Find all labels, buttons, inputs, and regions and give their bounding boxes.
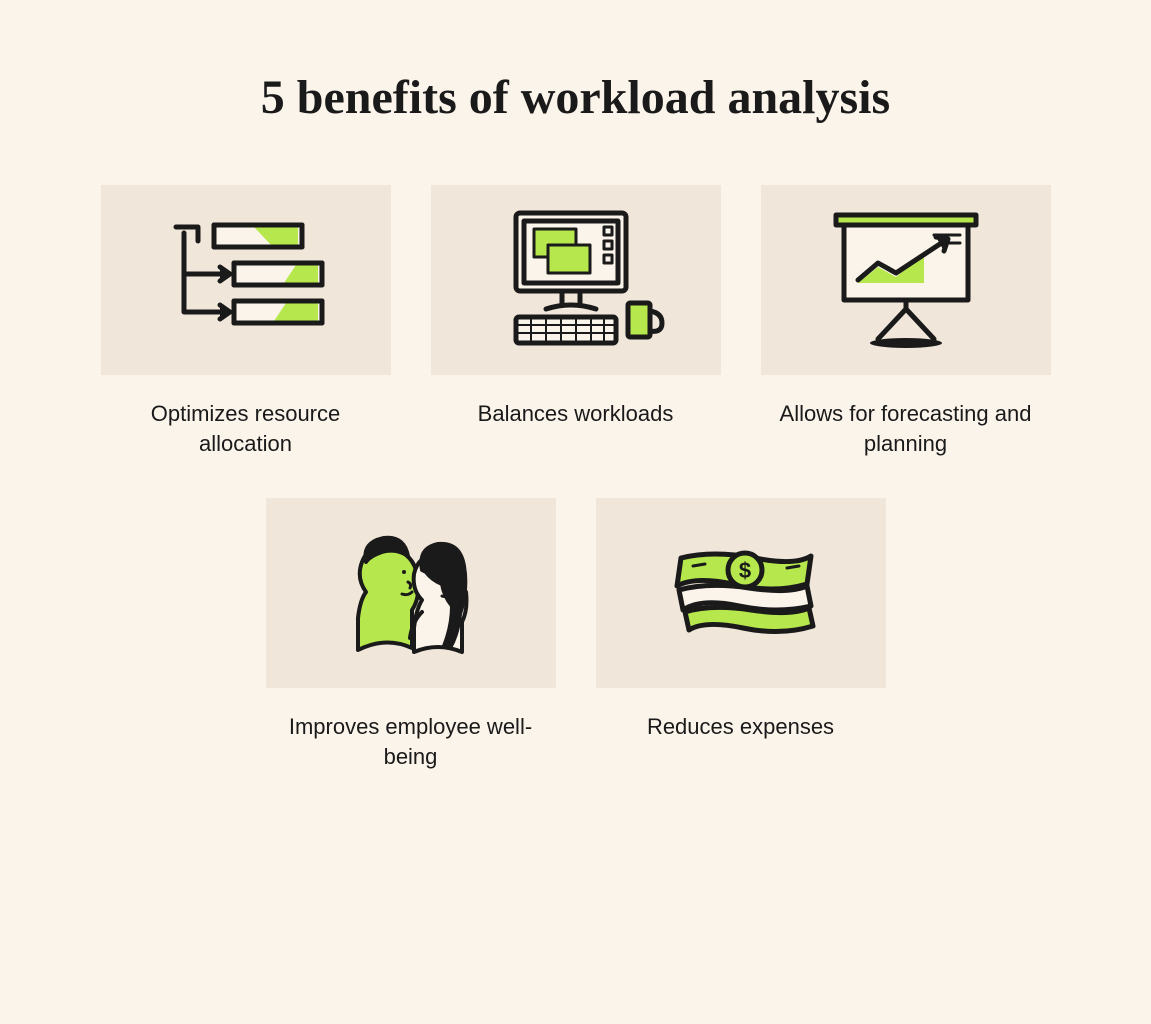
card-caption: Allows for forecasting and planning: [776, 399, 1036, 458]
card-caption: Reduces expenses: [647, 712, 834, 742]
svg-text:$: $: [738, 558, 750, 583]
presentation-chart-icon: [816, 205, 996, 355]
money-icon: $: [651, 528, 831, 658]
card-employee-wellbeing: Improves employee well-being: [266, 498, 556, 771]
card-balances-workloads: Balances workloads: [431, 185, 721, 458]
icon-box: [266, 498, 556, 688]
card-caption: Improves employee well-being: [281, 712, 541, 771]
icon-box: [101, 185, 391, 375]
card-caption: Optimizes resource allocation: [116, 399, 376, 458]
card-reduces-expenses: $ Reduces expenses: [596, 498, 886, 771]
icon-box: [761, 185, 1051, 375]
computer-icon: [486, 205, 666, 355]
card-caption: Balances workloads: [478, 399, 674, 429]
icon-box: [431, 185, 721, 375]
flowchart-icon: [156, 215, 336, 345]
page-title: 5 benefits of workload analysis: [90, 70, 1061, 125]
card-grid: Optimizes resource allocation: [90, 185, 1061, 772]
people-icon: [326, 518, 496, 668]
card-forecasting: Allows for forecasting and planning: [761, 185, 1051, 458]
icon-box: $: [596, 498, 886, 688]
card-resource-allocation: Optimizes resource allocation: [101, 185, 391, 458]
